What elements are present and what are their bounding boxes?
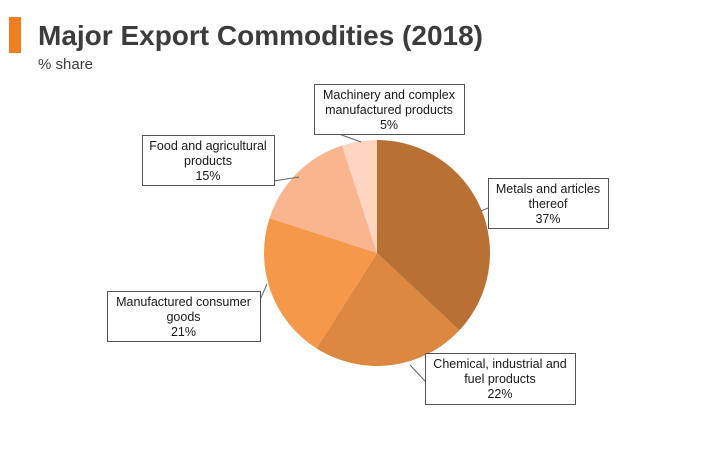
slice-category-label: fuel products [464, 372, 536, 386]
callout-leader-line [338, 133, 362, 143]
slice-category-label: Chemical, industrial and [433, 357, 566, 371]
callout-box [142, 135, 275, 186]
slice-category-label: goods [166, 310, 200, 324]
slice-category-label: Food and agricultural [149, 139, 266, 153]
callout-box [425, 353, 576, 405]
slice-category-label: manufactured products [325, 103, 453, 117]
slice-value-label: 22% [487, 387, 512, 401]
pie-slice [377, 140, 490, 331]
slice-category-label: thereof [529, 197, 568, 211]
callout-leader-line [273, 176, 300, 182]
pie-slices [263, 140, 490, 366]
callout-box [488, 178, 609, 229]
slice-category-label: products [184, 154, 232, 168]
pie-slice [269, 145, 377, 253]
pie-slice [316, 253, 460, 366]
slice-value-label: 5% [380, 118, 398, 132]
callout-leader-line [480, 207, 489, 212]
chart-subtitle: % share [38, 56, 94, 73]
callout-leader-line [409, 364, 426, 382]
callout-leader-line [259, 283, 268, 301]
callout-leaders [259, 133, 489, 382]
callout-box [107, 291, 261, 342]
chart-title: Major Export Commodities (2018) [38, 20, 483, 51]
callout-box [314, 84, 465, 135]
title-accent-bar [9, 17, 21, 53]
slice-category-label: Machinery and complex [323, 88, 456, 102]
slice-category-label: Manufactured consumer [116, 295, 251, 309]
slice-value-label: 21% [171, 325, 196, 339]
pie-slice [263, 218, 377, 349]
slice-value-label: 37% [535, 212, 560, 226]
slice-category-label: Metals and articles [496, 182, 600, 196]
pie-slice [342, 140, 377, 253]
slice-value-label: 15% [195, 169, 220, 183]
